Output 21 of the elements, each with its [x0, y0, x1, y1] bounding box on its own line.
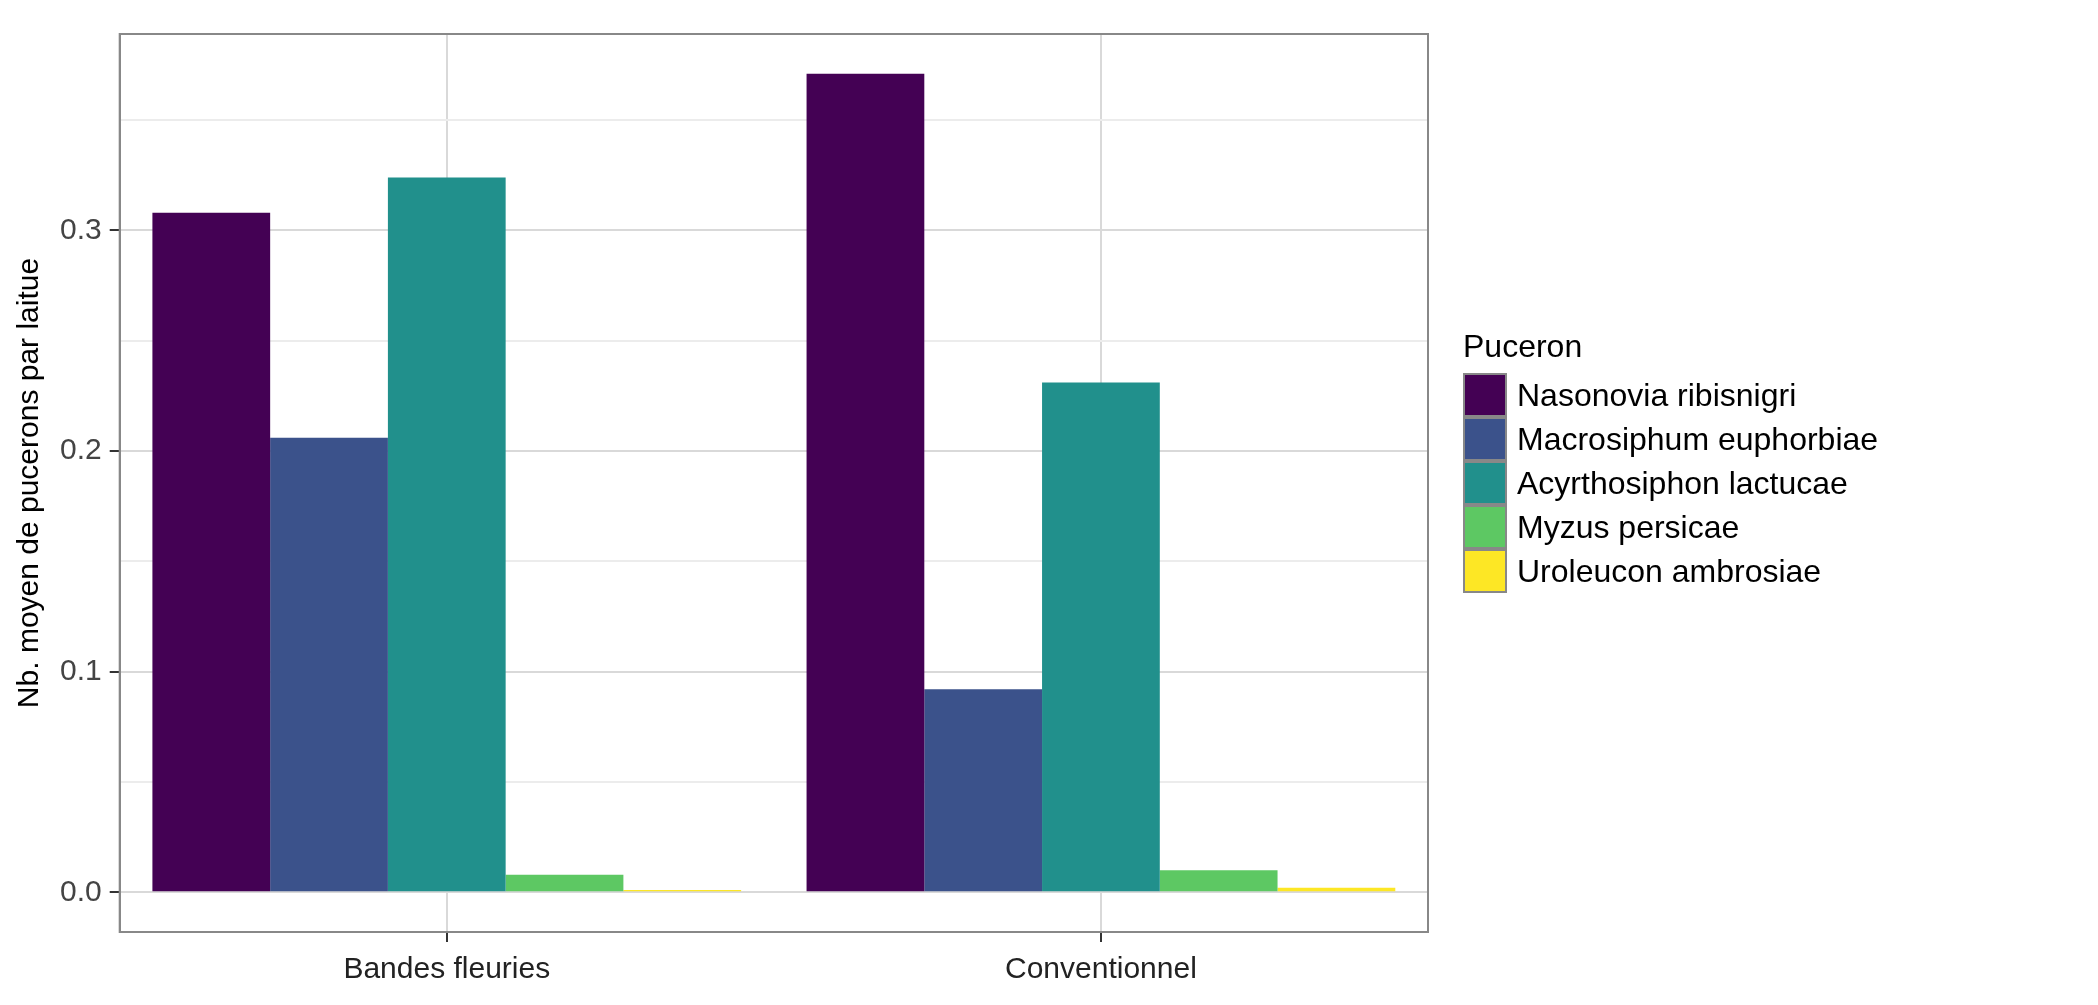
- y-tick-label: 0.1: [59, 652, 102, 686]
- y-tick-label: 0.0: [59, 873, 102, 907]
- y-tick-label: 0.3: [59, 211, 102, 245]
- bar: [1159, 870, 1278, 892]
- x-tick-label: Conventionnel: [1005, 951, 1197, 985]
- legend-label: Acyrthosiphon lactucae: [1517, 464, 1848, 502]
- x-tick-label: Bandes fleuries: [343, 951, 551, 985]
- legend-label: Macrosiphum euphorbiae: [1517, 420, 1879, 458]
- bar: [806, 73, 925, 892]
- legend-label: Uroleucon ambrosiae: [1517, 552, 1822, 590]
- legend-title: Puceron: [1463, 328, 1584, 365]
- bar: [152, 212, 271, 892]
- legend-label: Nasonovia ribisnigri: [1517, 376, 1797, 414]
- y-tick-label: 0.2: [59, 432, 102, 466]
- bar: [270, 437, 388, 892]
- bar: [387, 177, 506, 892]
- y-axis-title: Nb. moyen de pucerons par laitue: [11, 257, 45, 709]
- bar: [1042, 382, 1160, 892]
- legend-label: Myzus persicae: [1517, 508, 1740, 546]
- bar: [505, 874, 624, 892]
- bar: [924, 689, 1043, 892]
